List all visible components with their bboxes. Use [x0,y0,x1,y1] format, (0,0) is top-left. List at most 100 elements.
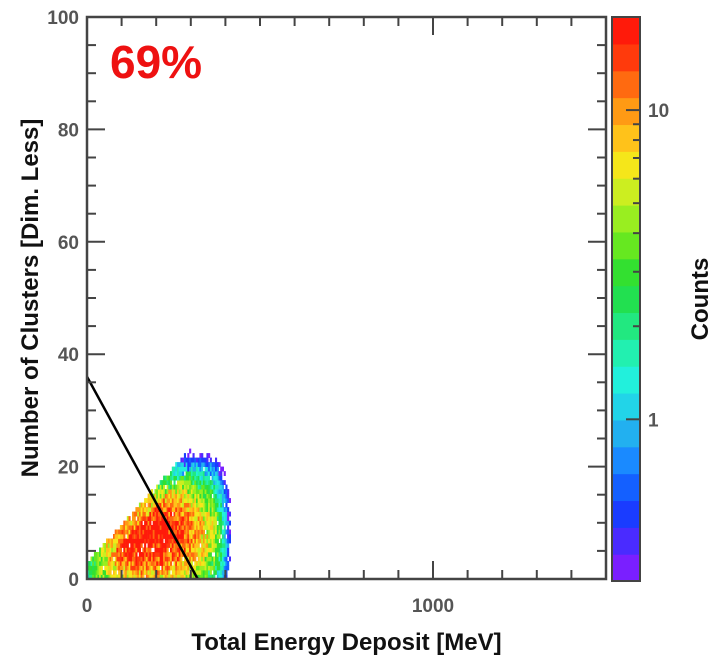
heatmap-cell [177,493,180,499]
heatmap-cell [132,547,135,553]
heatmap-cell [220,493,223,499]
heatmap-cell [185,561,188,566]
heatmap-cell [211,516,214,521]
heatmap-cell [170,471,173,476]
heatmap-cell [157,493,160,499]
heatmap-cell [182,529,185,535]
heatmap-cell [196,502,199,508]
heatmap-cell [216,466,219,472]
colorbar-segment [612,151,640,179]
heatmap-cell [187,547,190,553]
heatmap-cell [132,574,135,580]
heatmap-cell [135,552,138,557]
heatmap-cell [177,520,180,526]
heatmap-cell [168,489,171,494]
heatmap-cell [215,466,218,472]
heatmap-cell [173,525,176,530]
heatmap-cell [125,520,128,526]
heatmap-cell [194,489,197,494]
heatmap-cell [199,507,202,512]
heatmap-cell [173,511,176,517]
heatmap-cell [159,552,162,557]
heatmap-cell [223,565,226,571]
heatmap-cell [202,538,205,544]
heatmap-cell [189,529,192,535]
heatmap-cell [201,457,204,463]
heatmap-cell [166,529,169,535]
heatmap-cell [185,529,188,535]
heatmap-cell [223,471,226,476]
heatmap-cell [211,466,214,472]
heatmap-cell [126,525,129,530]
heatmap-cell [216,489,219,494]
heatmap-cell [180,520,183,526]
heatmap-cell [209,561,212,566]
heatmap-cell [93,561,96,566]
heatmap-cell [171,565,174,571]
heatmap-cell [151,525,154,530]
heatmap-cell [154,529,157,535]
heatmap-cell [170,498,173,503]
heatmap-cell [213,561,216,566]
heatmap-cell [185,471,188,476]
heatmap-cell [135,529,138,535]
heatmap-cell [196,457,199,463]
heatmap-cell [168,556,171,562]
heatmap-cell [190,457,193,463]
heatmap-cell [183,507,186,512]
heatmap-cell [206,502,209,508]
heatmap-cell [157,484,160,490]
heatmap-cell [190,511,193,517]
heatmap-cell [211,547,214,553]
heatmap-cell [228,520,231,526]
heatmap-cell [126,565,129,571]
heatmap-cell [196,498,199,503]
heatmap-cell [173,520,176,526]
heatmap-cell [125,538,128,544]
heatmap-cell [204,534,207,539]
heatmap-cell [130,574,133,580]
heatmap-cell [180,565,183,571]
heatmap-cell [140,570,143,575]
heatmap-cell [161,534,164,539]
heatmap-cell [168,574,171,580]
heatmap-cell [199,520,202,526]
heatmap-cell [168,484,171,490]
heatmap-cell [199,462,202,467]
heatmap-cell [204,484,207,490]
heatmap-cell [192,484,195,490]
heatmap-cell [192,462,195,467]
heatmap-cell [170,507,173,512]
heatmap-cell [192,471,195,476]
heatmap-cell [119,525,122,530]
heatmap-cell [114,574,117,580]
heatmap-cell [221,529,224,535]
heatmap-cell [190,556,193,562]
heatmap-cell [132,565,135,571]
heatmap-cell [177,489,180,494]
heatmap-cell [93,574,96,580]
heatmap-cell [204,507,207,512]
heatmap-cell [175,511,178,517]
heatmap-cell [173,543,176,548]
heatmap-cell [138,511,141,517]
heatmap-cell [100,570,103,575]
heatmap-cell [126,543,129,548]
heatmap-cell [159,556,162,562]
heatmap-cell [151,502,154,508]
heatmap-cell [182,570,185,575]
heatmap-cell [211,480,214,485]
heatmap-cell [215,516,218,521]
heatmap-cell [111,543,114,548]
heatmap-cell [168,570,171,575]
heatmap-cell [182,538,185,544]
heatmap-cell [183,502,186,508]
heatmap-cell [221,543,224,548]
heatmap-cell [142,538,145,544]
heatmap-cell [180,475,183,481]
heatmap-cell [163,489,166,494]
heatmap-cell [156,570,159,575]
heatmap-cell [175,475,178,481]
heatmap-cell [159,502,162,508]
heatmap-cell [116,543,119,548]
